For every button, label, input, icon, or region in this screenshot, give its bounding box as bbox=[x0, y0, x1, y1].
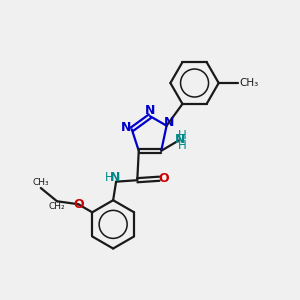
Text: O: O bbox=[159, 172, 170, 185]
Text: N: N bbox=[145, 104, 155, 117]
Text: CH₃: CH₃ bbox=[32, 178, 49, 187]
Text: CH₂: CH₂ bbox=[49, 202, 65, 211]
Text: O: O bbox=[73, 198, 83, 211]
Text: N: N bbox=[175, 133, 186, 146]
Text: N: N bbox=[164, 116, 175, 129]
Text: N: N bbox=[110, 171, 120, 184]
Text: H: H bbox=[105, 171, 114, 184]
Text: H: H bbox=[178, 128, 187, 142]
Text: N: N bbox=[121, 121, 132, 134]
Text: H: H bbox=[178, 139, 187, 152]
Text: CH₃: CH₃ bbox=[239, 78, 259, 88]
